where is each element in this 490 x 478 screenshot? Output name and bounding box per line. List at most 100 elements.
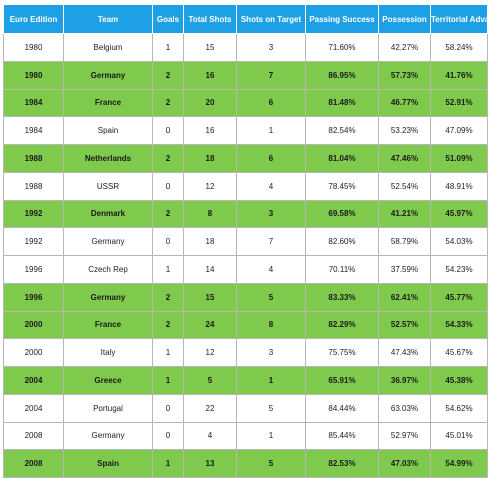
- column-header: Shots on Target: [236, 4, 306, 34]
- table-row: 1980 Belgium 1 15 3 71.60% 42.27% 58.24%: [3, 33, 488, 62]
- table-cell: 65.91%: [305, 366, 379, 395]
- stats-table-container: Euro Edition Team Goals Total Shots Shots on…: [3, 4, 488, 478]
- table-cell: 37.59%: [378, 255, 431, 284]
- column-header: Total Shots: [183, 4, 237, 34]
- table-cell: 52.91%: [430, 88, 488, 118]
- table-row: 2008 Spain 1 13 5 82.53% 47.03% 54.99%: [3, 449, 488, 478]
- table-cell: 52.57%: [378, 310, 431, 340]
- table-cell: 0: [152, 227, 184, 256]
- table-cell: 2: [152, 60, 184, 90]
- table-cell: 83.33%: [305, 282, 379, 312]
- table-cell: 86.95%: [305, 60, 379, 90]
- table-cell: 22: [183, 393, 237, 423]
- table-cell: 54.33%: [430, 310, 488, 340]
- table-row: 1988 USSR 0 12 4 78.45% 52.54% 48.91%: [3, 171, 488, 201]
- table-cell: 1984: [3, 88, 64, 118]
- table-cell: 78.45%: [305, 171, 379, 201]
- table-cell: 47.03%: [378, 449, 431, 478]
- table-cell: Germany: [63, 227, 153, 256]
- table-cell: 3: [236, 33, 306, 62]
- table-cell: 47.43%: [378, 338, 431, 367]
- table-cell: 81.04%: [305, 144, 379, 173]
- column-header: Passing Success: [305, 4, 379, 34]
- table-cell: 3: [236, 199, 306, 229]
- table-cell: USSR: [63, 171, 153, 201]
- table-cell: Czech Rep: [63, 255, 153, 284]
- table-cell: 5: [236, 393, 306, 423]
- table-cell: 2: [152, 199, 184, 229]
- table-cell: 63.03%: [378, 393, 431, 423]
- table-cell: 45.77%: [430, 282, 488, 312]
- table-cell: 1980: [3, 60, 64, 90]
- table-cell: 52.54%: [378, 171, 431, 201]
- table-row: 2000 Italy 1 12 3 75.75% 47.43% 45.67%: [3, 338, 488, 367]
- table-cell: 2008: [3, 421, 64, 451]
- table-cell: Greece: [63, 366, 153, 395]
- table-cell: 1980: [3, 33, 64, 62]
- column-header: Team: [63, 4, 153, 34]
- table-cell: 12: [183, 171, 237, 201]
- table-cell: 82.29%: [305, 310, 379, 340]
- column-header: Possession: [378, 4, 431, 34]
- table-cell: 6: [236, 144, 306, 173]
- table-cell: 1: [152, 255, 184, 284]
- column-header: Territorial Advantage: [430, 4, 488, 34]
- table-cell: 1984: [3, 116, 64, 145]
- table-cell: 81.48%: [305, 88, 379, 118]
- table-cell: 2: [152, 144, 184, 173]
- table-cell: 45.67%: [430, 338, 488, 367]
- table-cell: Portugal: [63, 393, 153, 423]
- table-cell: 0: [152, 421, 184, 451]
- table-cell: 52.97%: [378, 421, 431, 451]
- table-cell: 82.54%: [305, 116, 379, 145]
- table-row: 1996 Czech Rep 1 14 4 70.11% 37.59% 54.23%: [3, 255, 488, 284]
- table-cell: 82.60%: [305, 227, 379, 256]
- table-cell: 46.77%: [378, 88, 431, 118]
- table-cell: 57.73%: [378, 60, 431, 90]
- table-row: 2004 Greece 1 5 1 65.91% 36.97% 45.38%: [3, 366, 488, 395]
- table-cell: 7: [236, 227, 306, 256]
- table-cell: Italy: [63, 338, 153, 367]
- table-cell: 54.23%: [430, 255, 488, 284]
- table-cell: 5: [183, 366, 237, 395]
- table-cell: 2: [152, 282, 184, 312]
- table-cell: 5: [236, 282, 306, 312]
- table-cell: 45.97%: [430, 199, 488, 229]
- table-cell: 1: [152, 33, 184, 62]
- table-cell: 16: [183, 116, 237, 145]
- table-cell: 2: [152, 88, 184, 118]
- table-cell: Germany: [63, 60, 153, 90]
- table-cell: 48.91%: [430, 171, 488, 201]
- table-cell: 0: [152, 116, 184, 145]
- table-cell: 1988: [3, 171, 64, 201]
- table-cell: 4: [236, 171, 306, 201]
- table-cell: 2000: [3, 310, 64, 340]
- table-cell: 1996: [3, 282, 64, 312]
- table-cell: 0: [152, 171, 184, 201]
- table-cell: 70.11%: [305, 255, 379, 284]
- table-cell: France: [63, 310, 153, 340]
- table-cell: 58.24%: [430, 33, 488, 62]
- table-row: 2000 France 2 24 8 82.29% 52.57% 54.33%: [3, 310, 488, 340]
- table-cell: 51.09%: [430, 144, 488, 173]
- table-cell: 8: [236, 310, 306, 340]
- table-cell: 8: [183, 199, 237, 229]
- table-cell: 1: [152, 338, 184, 367]
- table-cell: 45.01%: [430, 421, 488, 451]
- table-body: 1980 Belgium 1 15 3 71.60% 42.27% 58.24% 1980 Ger…: [3, 33, 488, 478]
- table-cell: 2: [152, 310, 184, 340]
- table-row: 1992 Denmark 2 8 3 69.58% 41.21% 45.97%: [3, 199, 488, 229]
- table-cell: 54.03%: [430, 227, 488, 256]
- table-cell: 45.38%: [430, 366, 488, 395]
- table-row: 1996 Germany 2 15 5 83.33% 62.41% 45.77%: [3, 282, 488, 312]
- table-cell: 2004: [3, 366, 64, 395]
- table-cell: 1988: [3, 144, 64, 173]
- table-cell: 47.09%: [430, 116, 488, 145]
- table-cell: 42.27%: [378, 33, 431, 62]
- column-header: Goals: [152, 4, 184, 34]
- table-cell: 85.44%: [305, 421, 379, 451]
- table-cell: 69.58%: [305, 199, 379, 229]
- table-cell: 7: [236, 60, 306, 90]
- table-cell: 82.53%: [305, 449, 379, 478]
- table-cell: 14: [183, 255, 237, 284]
